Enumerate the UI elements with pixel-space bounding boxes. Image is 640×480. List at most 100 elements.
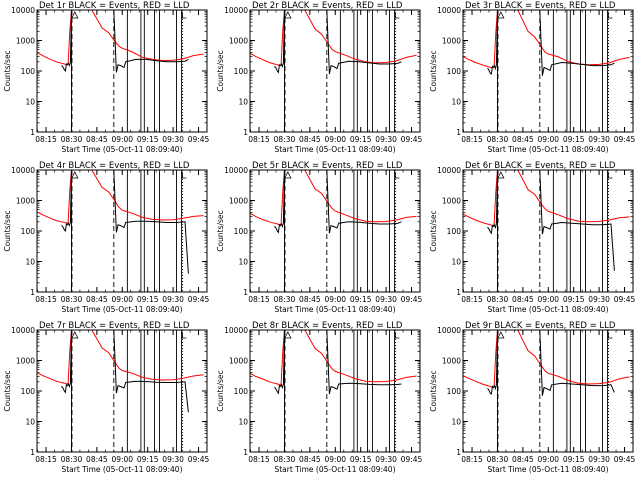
- detector-panel: Det 5r BLACK = Events, RED = LLD Counts/s…: [216, 161, 423, 314]
- y-axis-label: Counts/sec: [3, 210, 12, 251]
- x-tick-label: 08:15: [248, 135, 270, 144]
- y-tick-label: 100: [234, 387, 249, 396]
- plot-frame: [462, 9, 634, 133]
- plot-frame: [462, 169, 634, 293]
- y-axis-label: Counts/sec: [429, 50, 438, 91]
- plot-area: [37, 10, 204, 132]
- step-annotation: [395, 12, 400, 19]
- lld-series-line: [37, 170, 204, 224]
- x-tick-label: 08:45: [86, 455, 108, 464]
- x-tick-label: 08:30: [61, 135, 83, 144]
- events-series-line: [487, 10, 615, 76]
- plot-area: [37, 330, 204, 452]
- x-tick-label: 09:30: [162, 135, 184, 144]
- events-series-line: [61, 10, 189, 73]
- y-tick-label: 1: [243, 128, 248, 137]
- x-tick-label: 08:15: [248, 295, 270, 304]
- x-tick-label: 09:00: [324, 455, 346, 464]
- plot-frame: [462, 329, 634, 453]
- x-tick-label: 08:30: [61, 455, 83, 464]
- x-tick-label: 09:45: [188, 295, 210, 304]
- x-tick-label: 08:45: [299, 455, 321, 464]
- y-axis-label: Counts/sec: [216, 370, 225, 411]
- plot-frame: [36, 329, 208, 453]
- plot-frame: [36, 9, 208, 133]
- step-annotation: [182, 172, 187, 179]
- panel-title: Det 4r BLACK = Events, RED = LLD: [39, 161, 190, 171]
- step-annotation: [608, 332, 613, 339]
- y-axis-label: Counts/sec: [216, 210, 225, 251]
- plot-area: [250, 330, 417, 452]
- y-tick-label: 1: [456, 128, 461, 137]
- x-tick-label: 08:45: [512, 455, 534, 464]
- y-tick-label: 10000: [11, 6, 35, 15]
- y-tick-label: 10000: [437, 166, 461, 175]
- step-annotation: [395, 172, 400, 179]
- x-tick-label: 09:45: [401, 295, 423, 304]
- lld-series-line: [250, 330, 417, 386]
- x-tick-label: 08:15: [461, 135, 483, 144]
- lld-series-line: [463, 10, 630, 69]
- triangle-annotation: [71, 11, 79, 19]
- triangle-annotation: [497, 171, 505, 179]
- x-tick-label: 09:30: [162, 295, 184, 304]
- lld-series-line: [37, 330, 204, 385]
- triangle-annotation: [284, 331, 292, 339]
- lld-series-line: [250, 170, 417, 226]
- x-tick-label: 09:30: [588, 295, 610, 304]
- x-axis-label: Start Time (05-Oct-11 08:09:40): [274, 465, 395, 474]
- x-tick-label: 08:30: [487, 295, 509, 304]
- x-tick-label: 09:15: [137, 135, 159, 144]
- y-tick-label: 1000: [16, 37, 35, 46]
- y-tick-label: 100: [447, 67, 462, 76]
- events-series-line: [274, 10, 402, 75]
- step-annotation: [608, 12, 613, 19]
- step-annotation: [608, 172, 613, 179]
- y-tick-label: 10: [25, 418, 35, 427]
- triangle-annotation: [497, 331, 505, 339]
- x-tick-label: 08:45: [86, 295, 108, 304]
- panel-title: Det 8r BLACK = Events, RED = LLD: [252, 321, 403, 331]
- step-annotation: [182, 332, 187, 339]
- x-tick-label: 09:00: [537, 135, 559, 144]
- y-tick-label: 10000: [437, 326, 461, 335]
- triangle-annotation: [284, 171, 292, 179]
- y-tick-label: 10: [238, 98, 248, 107]
- x-axis-label: Start Time (05-Oct-11 08:09:40): [274, 145, 395, 154]
- x-tick-label: 09:15: [137, 455, 159, 464]
- y-tick-label: 1: [456, 288, 461, 297]
- events-series-line: [274, 330, 402, 395]
- detector-panel: Det 4r BLACK = Events, RED = LLD Counts/s…: [3, 161, 210, 314]
- y-tick-label: 100: [21, 67, 36, 76]
- plot-area: [250, 170, 417, 292]
- detector-panel: Det 3r BLACK = Events, RED = LLD Counts/s…: [429, 1, 636, 154]
- x-tick-label: 09:45: [614, 455, 636, 464]
- y-tick-label: 100: [21, 387, 36, 396]
- y-tick-label: 1000: [16, 197, 35, 206]
- plot-frame: [249, 329, 421, 453]
- panel-title: Det 1r BLACK = Events, RED = LLD: [39, 1, 190, 11]
- y-tick-label: 10000: [11, 166, 35, 175]
- x-axis-label: Start Time (05-Oct-11 08:09:40): [61, 145, 182, 154]
- panel-title: Det 7r BLACK = Events, RED = LLD: [39, 321, 190, 331]
- y-tick-label: 10: [238, 258, 248, 267]
- y-tick-label: 1: [456, 448, 461, 457]
- step-annotation: [395, 332, 400, 339]
- x-tick-label: 08:15: [248, 455, 270, 464]
- x-tick-label: 09:15: [563, 455, 585, 464]
- y-tick-label: 1: [30, 128, 35, 137]
- x-tick-label: 09:15: [350, 455, 372, 464]
- y-axis-label: Counts/sec: [429, 370, 438, 411]
- x-axis-label: Start Time (05-Oct-11 08:09:40): [487, 305, 608, 314]
- x-tick-label: 08:30: [61, 295, 83, 304]
- x-axis-label: Start Time (05-Oct-11 08:09:40): [274, 305, 395, 314]
- y-axis-label: Counts/sec: [216, 50, 225, 91]
- y-tick-label: 10000: [224, 166, 248, 175]
- triangle-annotation: [497, 11, 505, 19]
- x-axis-label: Start Time (05-Oct-11 08:09:40): [487, 145, 608, 154]
- y-tick-label: 10: [238, 418, 248, 427]
- y-tick-label: 10: [25, 98, 35, 107]
- panel-title: Det 9r BLACK = Events, RED = LLD: [465, 321, 616, 331]
- y-tick-label: 1: [30, 288, 35, 297]
- y-tick-label: 100: [21, 227, 36, 236]
